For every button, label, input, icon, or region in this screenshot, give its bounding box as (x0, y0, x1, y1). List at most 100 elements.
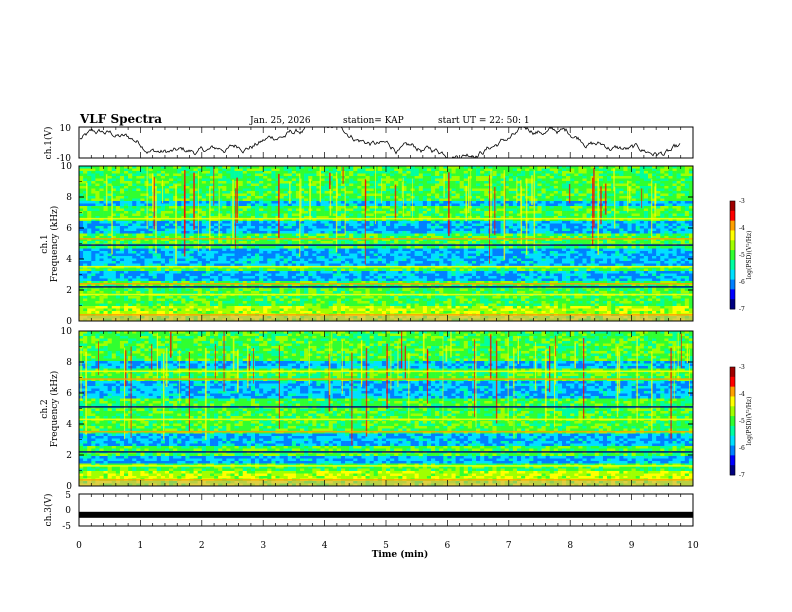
spec-cell (431, 226, 436, 229)
spec-cell (250, 231, 256, 234)
spec-cell (643, 193, 649, 197)
spec-cell (484, 196, 489, 199)
spec-cell (124, 176, 129, 179)
spec-cell (156, 173, 162, 177)
spec-cell (431, 221, 436, 224)
spec-cell (189, 166, 194, 169)
spec-cell (218, 181, 223, 184)
spec-cell (169, 191, 174, 194)
spec-cell (529, 206, 534, 209)
spec-cell (516, 223, 522, 227)
spec-cell (369, 246, 375, 249)
spec-cell (459, 211, 465, 214)
spec-cell (647, 246, 653, 249)
spec-cell (643, 238, 649, 242)
spec-cell (668, 218, 673, 222)
spec-cell (619, 216, 624, 219)
spec-cell (549, 221, 555, 224)
spec-cell (607, 196, 612, 199)
spec-cell (586, 216, 591, 219)
spec-cell (623, 246, 628, 249)
spec-cell (205, 188, 211, 192)
spec-cell (512, 173, 518, 177)
spec-cell (193, 173, 198, 177)
spec-cell (652, 211, 657, 214)
spec-cell (619, 181, 624, 184)
spec-cell (431, 171, 436, 174)
spec-cell (381, 183, 387, 187)
spec-cell (218, 171, 223, 174)
spec-cell (643, 188, 649, 192)
spec-cell (660, 203, 665, 207)
spec-cell (181, 201, 186, 204)
spec-cell (128, 241, 133, 244)
spec-cell (516, 196, 522, 199)
spec-cell (635, 176, 641, 179)
spec-cell (177, 213, 182, 217)
spec-cell (406, 181, 411, 184)
spec-cell (111, 206, 117, 209)
spec-cell (271, 228, 276, 232)
spec-cell (238, 206, 244, 209)
spec-cell (324, 208, 329, 212)
spec-cell (95, 211, 100, 214)
spec-cell (218, 208, 223, 212)
spec-cell (189, 186, 194, 189)
spec-cell (652, 208, 657, 212)
spec-cell (205, 241, 211, 244)
spec-cell (242, 188, 248, 192)
spec-cell (312, 226, 317, 229)
spec-cell (504, 166, 510, 169)
spec-cell (205, 183, 211, 187)
spec-cell (197, 181, 203, 184)
spec-cell (435, 211, 440, 214)
spec-cell (287, 221, 293, 224)
spec-cell (201, 188, 207, 192)
spec-cell (402, 233, 407, 237)
spec-cell (79, 206, 84, 209)
spec-cell (336, 233, 342, 237)
spec-cell (541, 216, 546, 219)
spec-cell (496, 221, 501, 224)
spec-cell (128, 213, 133, 217)
spec-cell (418, 236, 424, 239)
spec-cell (684, 228, 690, 232)
spec-cell (512, 236, 518, 239)
spec-cell (578, 176, 583, 179)
spec-cell (680, 176, 686, 179)
spec-cell (246, 203, 252, 207)
spec-cell (635, 211, 641, 214)
spec-cell (467, 228, 473, 232)
spec-cell (328, 238, 334, 242)
spec-cell (128, 203, 133, 207)
spec-cell (521, 183, 526, 187)
spec-cell (451, 198, 456, 202)
spec-cell (226, 221, 231, 224)
spec-cell (238, 208, 244, 212)
spec-cell (414, 223, 420, 227)
spec-cell (398, 208, 403, 212)
spec-cell (209, 238, 215, 242)
spec-cell (87, 186, 92, 189)
spec-cell (471, 208, 477, 212)
spec-cell (455, 213, 460, 217)
spec-cell (234, 241, 239, 244)
spec-cell (218, 203, 223, 207)
spec-cell (426, 191, 432, 194)
spec-cell (218, 193, 223, 197)
spec-cell (594, 213, 600, 217)
spec-cell (156, 196, 162, 199)
spec-cell (324, 196, 329, 199)
spec-cell (177, 193, 182, 197)
spec-cell (668, 188, 673, 192)
spec-cell (124, 188, 129, 192)
spec-cell (652, 246, 657, 249)
spec-cell (99, 211, 104, 214)
spec-cell (91, 246, 96, 249)
spec-cell (566, 183, 571, 187)
spec-cell (169, 166, 174, 169)
spec-cell (222, 246, 227, 249)
spec-cell (205, 231, 211, 234)
spec-cell (242, 193, 248, 197)
spec-cell (615, 236, 620, 239)
